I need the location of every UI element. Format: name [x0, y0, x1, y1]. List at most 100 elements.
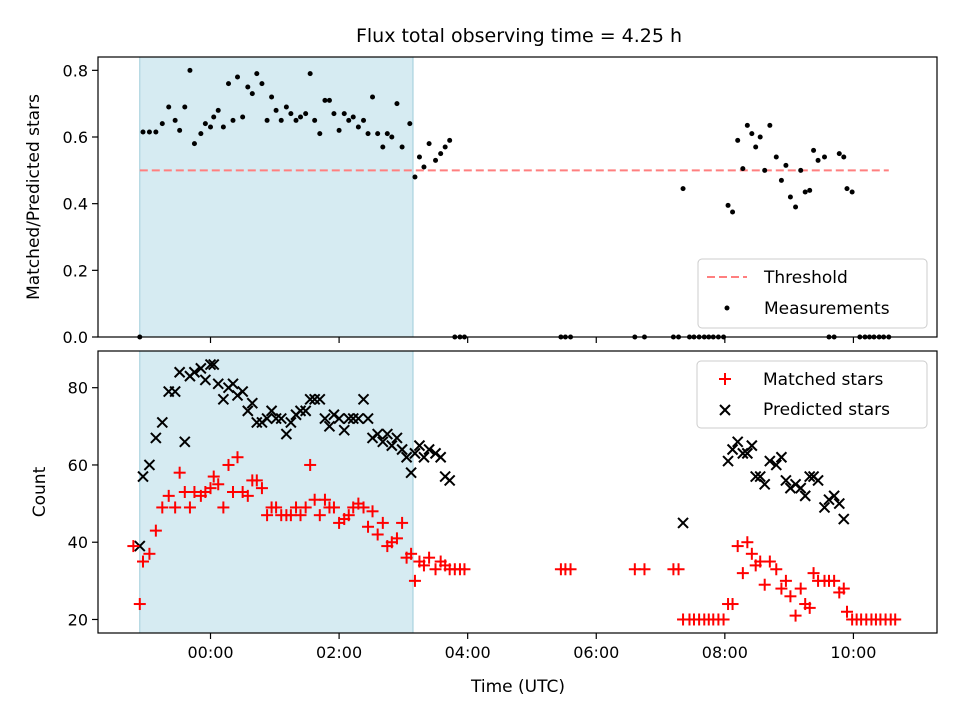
x-tick-label-3: 06:00	[573, 643, 619, 662]
matched-stars-point-18	[222, 458, 235, 471]
measurement-point-23	[254, 71, 260, 77]
measurement-point-3	[153, 129, 159, 135]
ratio-panel-frame	[97, 56, 938, 338]
predicted-stars-point-22	[246, 397, 259, 409]
measurement-point-9	[187, 67, 193, 73]
measurement-point-25	[264, 117, 270, 123]
x-tick-label-1: 02:00	[316, 643, 362, 662]
matched-stars-point-74	[672, 563, 685, 576]
matched-stars-point-67	[458, 563, 471, 576]
matched-stars-point-37	[313, 509, 326, 522]
matched-stars-point-6	[162, 489, 175, 502]
matched-stars-point-99	[794, 582, 807, 595]
predicted-stars-point-28	[275, 412, 287, 425]
matched-stars-point-106	[828, 574, 841, 587]
predicted-stars-point-81	[799, 490, 811, 502]
measurement-point-108	[849, 189, 855, 195]
measurement-point-39	[331, 111, 337, 117]
predicted-stars-point-14	[208, 358, 220, 371]
matched-stars-point-94	[770, 563, 783, 576]
measurement-point-32	[298, 114, 304, 120]
measurement-point-54	[407, 121, 413, 127]
measurement-point-44	[355, 124, 361, 130]
measurement-point-36	[317, 131, 323, 137]
matched-stars-point-40	[327, 501, 340, 514]
ratio-panel: 0.00.20.40.60.8 Matched/Predicted stars …	[24, 56, 938, 347]
matched-stars-point-5	[156, 501, 169, 514]
ratio-legend-box	[697, 258, 928, 329]
measurement-point-21	[245, 84, 251, 90]
measurement-point-14	[211, 114, 217, 120]
matched-stars-point-38	[318, 493, 331, 506]
matched-legend-swatch	[719, 373, 731, 385]
predicted-stars-point-64	[677, 517, 689, 529]
measurement-point-60	[438, 151, 444, 157]
predicted-stars-point-15	[212, 378, 224, 390]
predicted-stars-point-85	[818, 501, 831, 514]
matched-stars-point-61	[429, 563, 442, 576]
measurement-point-87	[749, 131, 755, 137]
matched-stars-point-14	[204, 482, 217, 495]
predicted-stars-point-58	[418, 451, 430, 463]
measurement-point-16	[220, 124, 226, 130]
predicted-stars-point-32	[294, 405, 307, 417]
measurement-point-13	[208, 124, 214, 130]
matched-stars-point-60	[423, 551, 436, 564]
measurement-point-8	[182, 104, 188, 110]
predicted-stars-point-69	[741, 447, 754, 460]
matched-stars-point-4	[149, 524, 162, 537]
predicted-stars-point-56	[409, 447, 421, 460]
measurement-point-33	[303, 111, 309, 117]
matched-stars-point-8	[173, 466, 186, 479]
measurement-point-84	[735, 137, 741, 143]
predicted-stars-point-12	[199, 374, 212, 386]
ratio-y-tick-label-4: 0.8	[63, 61, 88, 80]
count-panel-frame	[97, 350, 938, 634]
measurement-point-106	[841, 154, 847, 160]
matched-stars-point-1	[133, 598, 146, 611]
ratio-y-ticks: 0.0 0.2 0.4 0.6 0.8	[63, 61, 98, 347]
matched-stars-point-17	[217, 501, 230, 514]
predicted-stars-point-7	[173, 366, 186, 378]
measurement-point-82	[725, 202, 731, 208]
measurement-point-4	[159, 121, 165, 127]
x-tick-label-5: 10:00	[830, 643, 876, 662]
predicted-stars-point-46	[362, 412, 374, 425]
predicted-stars-point-26	[265, 405, 278, 417]
predicted-legend-swatch	[719, 404, 731, 416]
predicted-stars-point-35	[308, 393, 321, 405]
measurement-point-15	[215, 107, 221, 113]
predicted-stars-point-6	[169, 385, 181, 398]
matched-stars-point-33	[294, 509, 307, 522]
ratio-legend: Threshold Measurements	[697, 258, 928, 329]
measurement-point-88	[753, 144, 759, 150]
measurement-point-2	[146, 129, 152, 135]
matched-stars-point-95	[775, 582, 788, 595]
measurement-point-59	[433, 157, 439, 163]
measurement-point-98	[802, 189, 808, 195]
predicted-stars-point-76	[775, 451, 788, 463]
matched-stars-point-10	[183, 501, 196, 514]
matched-stars-point-26	[261, 509, 274, 522]
measurement-point-12	[202, 121, 208, 127]
ratio-y-tick-label-3: 0.6	[63, 128, 88, 147]
measurement-point-56	[416, 154, 422, 160]
matched-stars-point-47	[362, 520, 375, 533]
matched-stars-point-108	[837, 582, 850, 595]
measurement-point-7	[177, 127, 183, 133]
measurement-point-43	[350, 114, 356, 120]
matched-stars-point-43	[342, 509, 355, 522]
measurement-point-41	[341, 111, 347, 117]
predicted-stars-point-57	[413, 439, 426, 452]
predicted-stars-point-55	[405, 466, 417, 479]
matched-stars-point-109	[840, 605, 853, 618]
measurement-point-17	[226, 81, 232, 87]
measurement-point-48	[375, 131, 381, 137]
predicted-stars-point-68	[737, 447, 749, 460]
matched-stars-point-87	[736, 567, 749, 580]
predicted-stars-point-74	[764, 455, 776, 467]
matched-stars-point-119	[889, 613, 902, 626]
measurement-point-90	[762, 167, 768, 173]
measurement-points	[137, 67, 892, 340]
